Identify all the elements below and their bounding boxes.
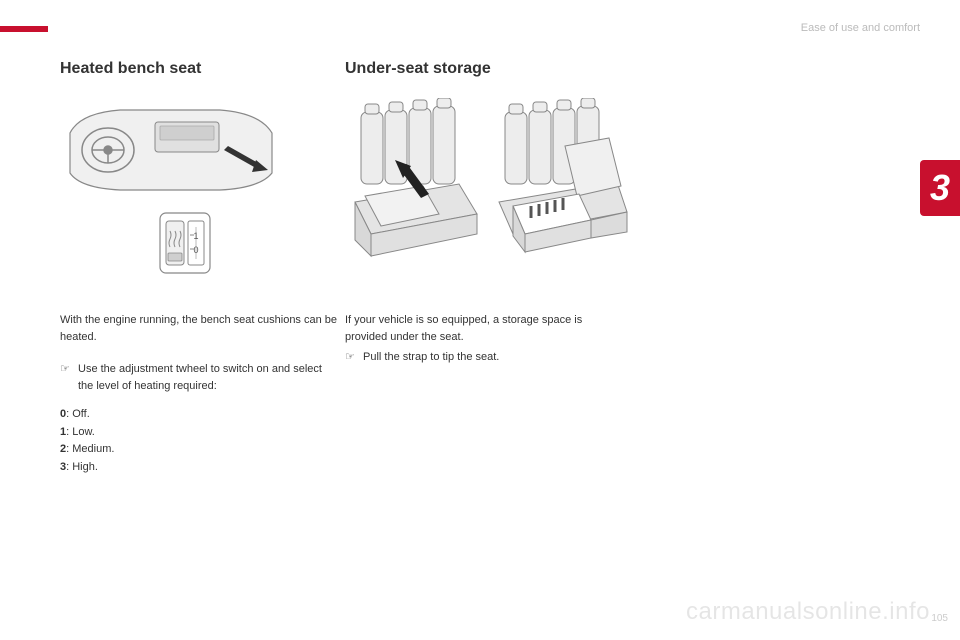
bullet-icon: ☞ bbox=[345, 349, 363, 366]
level-label: : Off. bbox=[66, 408, 90, 420]
level-label: : Medium. bbox=[66, 443, 114, 455]
bullet-icon: ☞ bbox=[60, 361, 78, 394]
level-row: 1: Low. bbox=[60, 424, 340, 442]
heated-bench-instruction-text: Use the adjustment twheel to switch on a… bbox=[78, 361, 340, 394]
seat-storage-illustration bbox=[345, 98, 625, 288]
heating-levels-list: 0: Off. 1: Low. 2: Medium. 3: High. bbox=[60, 406, 340, 476]
heated-bench-intro: With the engine running, the bench seat … bbox=[60, 312, 340, 345]
column-heated-bench: Heated bench seat bbox=[60, 60, 340, 476]
level-row: 2: Medium. bbox=[60, 441, 340, 459]
heated-bench-instruction: ☞ Use the adjustment twheel to switch on… bbox=[60, 361, 340, 394]
column-under-seat: Under-seat storage bbox=[345, 60, 625, 378]
under-seat-intro: If your vehicle is so equipped, a storag… bbox=[345, 312, 625, 345]
level-label: : High. bbox=[66, 461, 98, 473]
dashboard-illustration: 1 0 bbox=[60, 98, 340, 288]
svg-text:1: 1 bbox=[193, 231, 198, 241]
svg-text:0: 0 bbox=[193, 245, 198, 255]
section-number-badge: 3 bbox=[920, 160, 960, 216]
heated-bench-title: Heated bench seat bbox=[60, 60, 340, 78]
header-label: Ease of use and comfort bbox=[801, 22, 920, 34]
level-row: 0: Off. bbox=[60, 406, 340, 424]
under-seat-title: Under-seat storage bbox=[345, 60, 625, 78]
accent-bar bbox=[0, 26, 48, 32]
under-seat-instruction: ☞ Pull the strap to tip the seat. bbox=[345, 349, 625, 366]
page-number: 105 bbox=[931, 613, 948, 624]
watermark: carmanualsonline.info bbox=[686, 598, 930, 626]
level-row: 3: High. bbox=[60, 459, 340, 477]
level-label: : Low. bbox=[66, 426, 95, 438]
under-seat-instruction-text: Pull the strap to tip the seat. bbox=[363, 349, 499, 366]
